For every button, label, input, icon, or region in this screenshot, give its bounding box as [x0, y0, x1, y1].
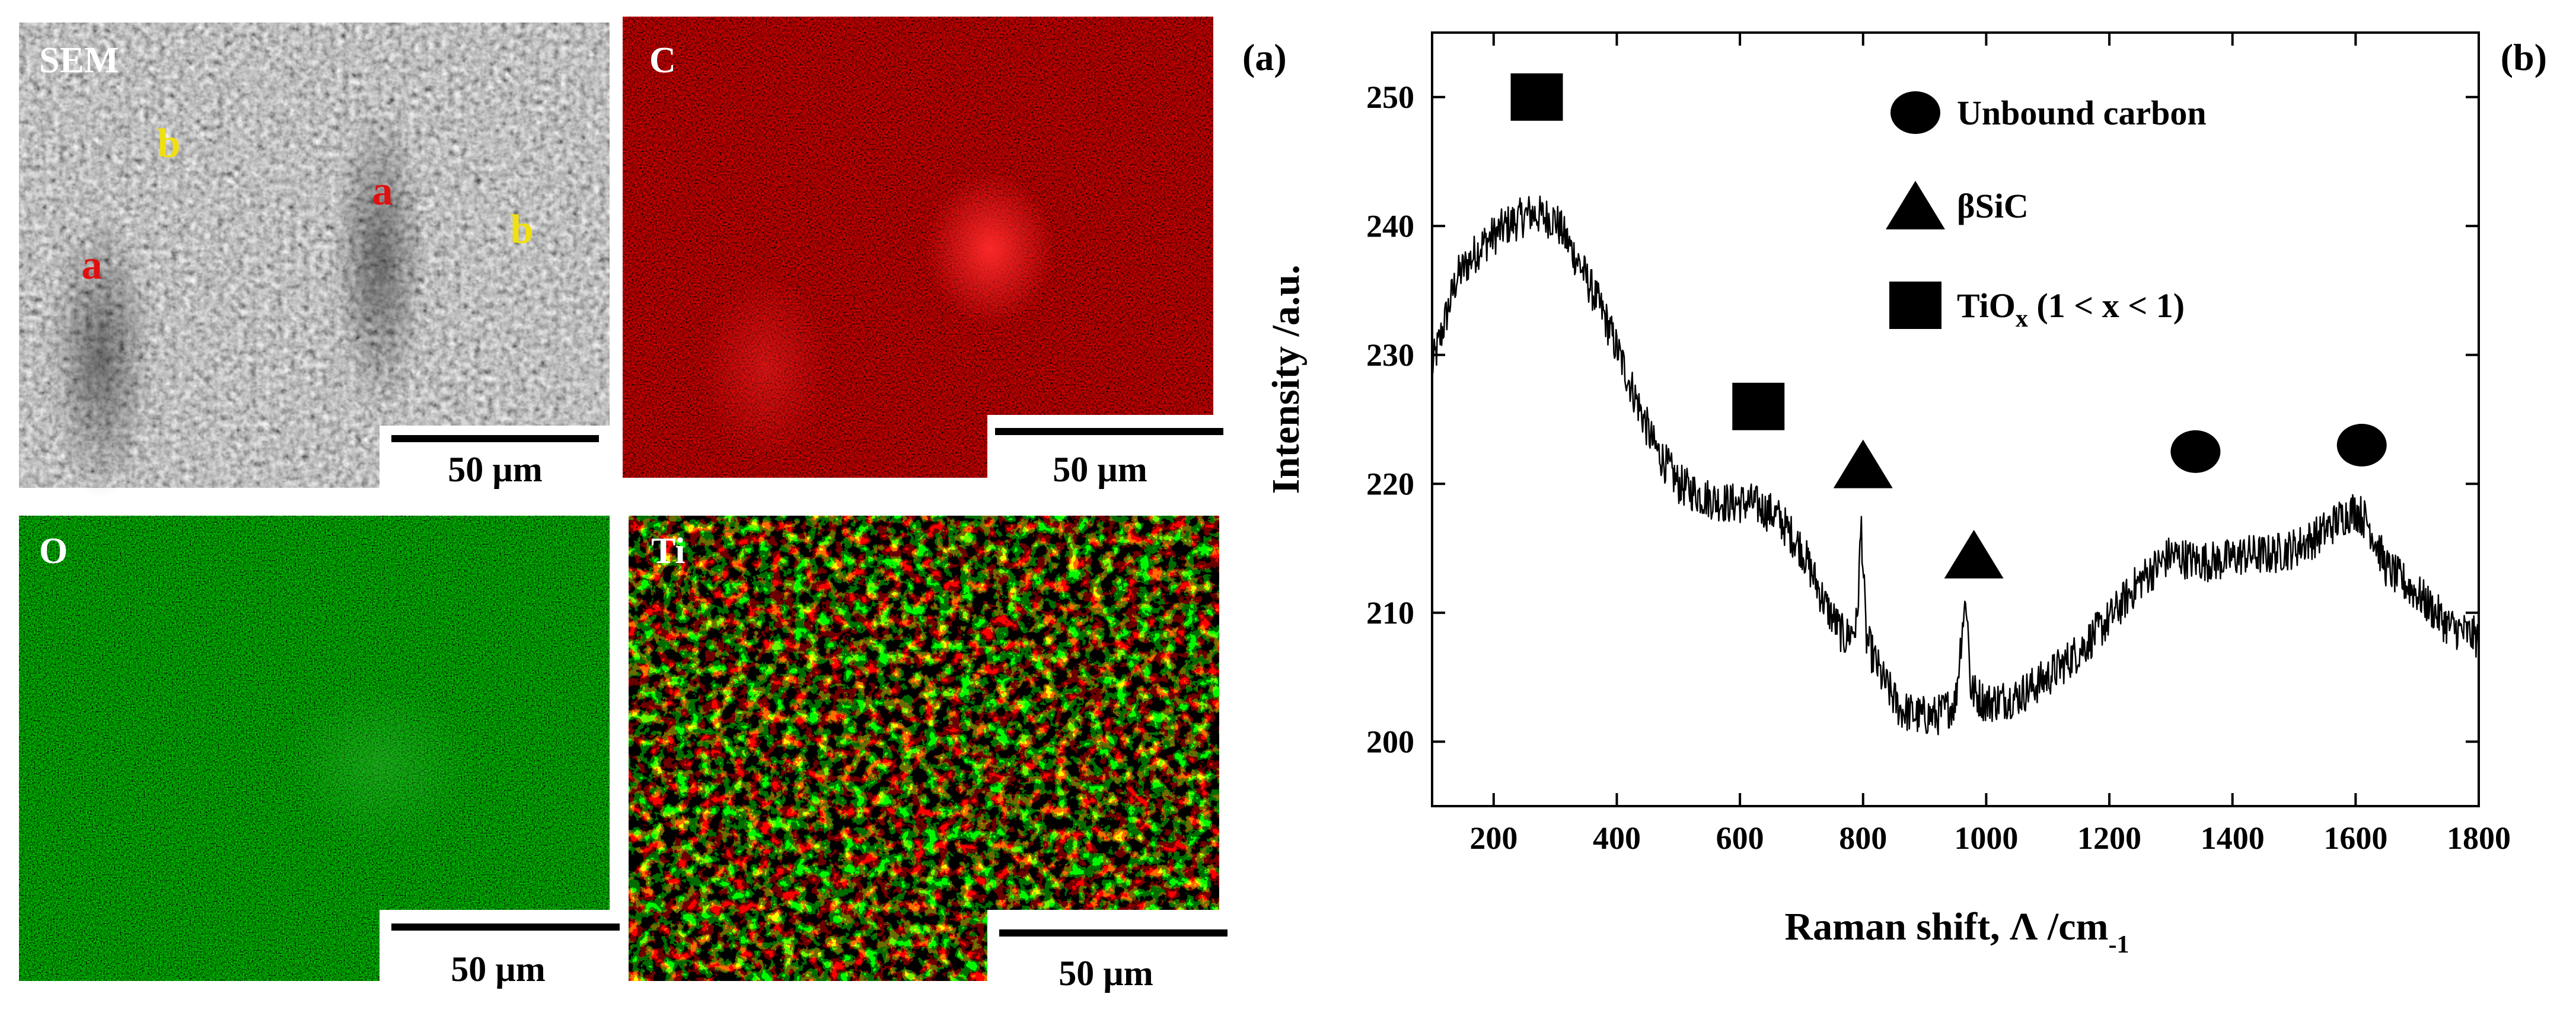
axis-ticks: 200 400 600 800 1000 1200 1400 1600 1800 200 210 22…: [1366, 33, 2511, 856]
legend-label-text: Unbound carbon: [1957, 94, 2207, 132]
legend-triangle-marker: [1886, 181, 1945, 229]
y-axis-title: Intensity /a.u.: [1264, 265, 1308, 494]
raman-chart: (b) 200 400 600 800 1000 1200 1400 1600 18002002…: [1264, 31, 2547, 958]
region-mark-b-2: b: [511, 207, 534, 253]
legend-label-text: βSiC: [1957, 187, 2029, 225]
peak-marker-triangle: [1944, 529, 2004, 579]
sem-scale-text: 50 µm: [448, 450, 543, 489]
legend-square-marker: [1889, 282, 1941, 329]
y-tick-label: 210: [1366, 595, 1414, 631]
spectrum-line: [1431, 195, 2479, 736]
x-tick-label: 1600: [2323, 820, 2387, 856]
titanium-label: Ti: [651, 531, 685, 571]
carbon-scale-bar: [995, 428, 1223, 435]
oxygen-scale-box: [380, 910, 623, 981]
legend: Unbound carbon βSiC TiOx (1 < x < 1): [1886, 91, 2207, 333]
peak-marker-triangle: [1833, 439, 1893, 488]
legend-label: TiOx (1 < x < 1): [1957, 286, 2185, 333]
y-tick-label: 200: [1366, 724, 1414, 759]
carbon-label: C: [649, 40, 676, 81]
x-tick-label: 1800: [2447, 820, 2511, 856]
carbon-scale-text: 50 µm: [1053, 450, 1147, 489]
x-tick-label: 800: [1839, 820, 1887, 856]
peak-marker-square: [1510, 73, 1563, 121]
sem-scale-bar: [391, 435, 599, 442]
x-tick-label: 600: [1716, 820, 1764, 856]
plot-frame: [1431, 31, 2480, 807]
peak-marker-square: [1732, 382, 1785, 430]
legend-circle-marker: [1890, 91, 1940, 134]
legend-label: βSiC: [1957, 187, 2029, 225]
sem-image: 50 µm SEM b a b a: [19, 23, 610, 498]
x-tick-label: 1400: [2201, 820, 2265, 856]
carbon-scale-box: [987, 415, 1225, 481]
panel-a: (a) 50 µm SEM b a b a 50 µm C: [19, 17, 1287, 993]
titanium-map: 50 µm Ti: [629, 516, 1230, 993]
sem-label: SEM: [39, 40, 119, 81]
legend-label: Unbound carbon: [1957, 94, 2207, 132]
x-axis-title-sub: -1: [2108, 931, 2129, 958]
region-mark-a-1: a: [372, 168, 393, 214]
legend-label-text: TiO: [1957, 286, 2016, 325]
peak-marker-circle: [2170, 430, 2221, 473]
region-mark-b-1: b: [158, 121, 181, 167]
oxygen-scale-bar: [391, 923, 620, 931]
panel-a-label: (a): [1242, 36, 1287, 78]
oxygen-map: 50 µm O: [19, 516, 623, 989]
y-tick-label: 230: [1366, 337, 1414, 373]
peak-marker-circle: [2336, 424, 2387, 466]
y-tick-label: 220: [1366, 466, 1414, 501]
carbon-map: 50 µm C: [623, 17, 1225, 489]
x-axis-title: Raman shift, Λ /cm-1: [1785, 905, 2129, 958]
panel-b-label: (b): [2501, 36, 2547, 78]
titanium-scale-box: [987, 910, 1230, 981]
x-tick-label: 1200: [2077, 820, 2141, 856]
titanium-scale-text: 50 µm: [1059, 954, 1153, 993]
titanium-scale-bar: [999, 929, 1228, 937]
legend-label-sub: x: [2016, 305, 2028, 333]
x-axis-title-main: Raman shift, Λ /cm: [1785, 905, 2109, 948]
oxygen-scale-text: 50 µm: [451, 950, 546, 989]
region-mark-a-2: a: [82, 242, 103, 288]
x-tick-label: 1000: [1954, 820, 2018, 856]
peak-markers: [1510, 73, 2387, 579]
oxygen-label: O: [39, 531, 68, 571]
x-tick-label: 400: [1593, 820, 1641, 856]
legend-label-suffix: (1 < x < 1): [2028, 286, 2185, 325]
y-tick-label: 250: [1366, 79, 1414, 115]
y-tick-label: 240: [1366, 208, 1414, 244]
x-tick-label: 200: [1469, 820, 1517, 856]
